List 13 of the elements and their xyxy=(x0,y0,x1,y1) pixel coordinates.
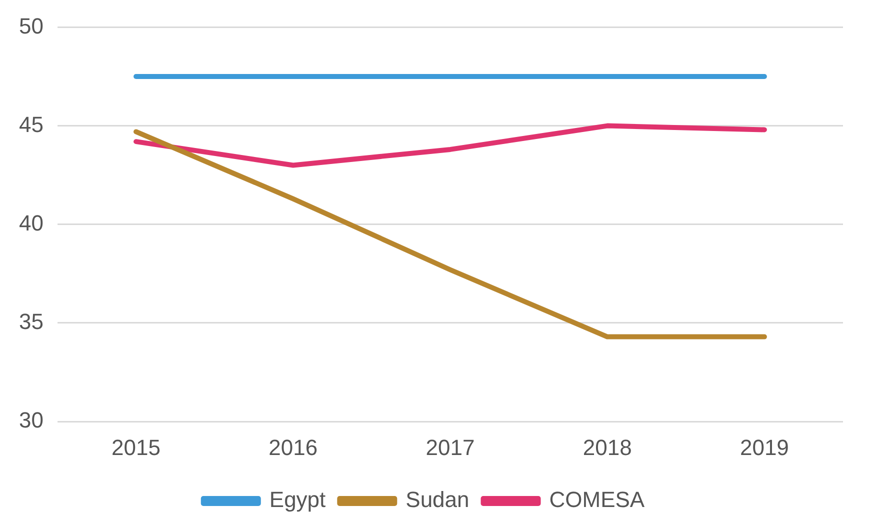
y-tick-label: 50 xyxy=(18,13,44,38)
legend-label: Egypt xyxy=(269,487,326,512)
x-tick-label: 2016 xyxy=(268,434,318,460)
x-tick-label: 2017 xyxy=(426,434,475,460)
legend-label: COMESA xyxy=(549,487,645,512)
y-tick-label: 40 xyxy=(18,210,44,236)
y-tick-label: 45 xyxy=(18,112,44,137)
legend-label: Sudan xyxy=(406,487,470,512)
y-tick-label: 35 xyxy=(18,309,44,334)
x-tick-label: 2018 xyxy=(582,434,632,460)
x-tick-label: 2015 xyxy=(112,434,160,460)
x-tick-label: 2019 xyxy=(740,434,789,460)
y-tick-label: 30 xyxy=(18,408,44,433)
